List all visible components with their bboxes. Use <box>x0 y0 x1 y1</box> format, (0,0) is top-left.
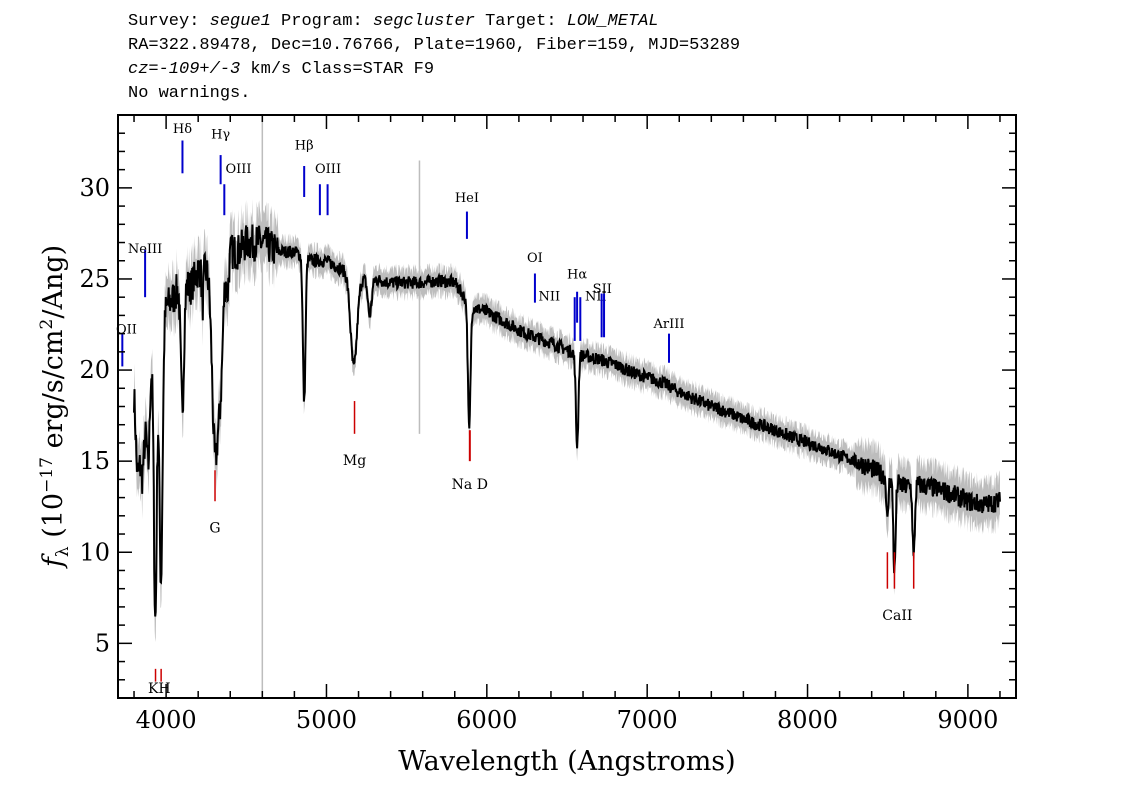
absorption-line-label: G <box>209 521 220 537</box>
class-text: km/s Class=STAR F9 <box>240 60 435 79</box>
emission-line-label: SII <box>593 282 612 297</box>
emission-line-label: Hα <box>567 268 587 283</box>
cz-label: cz= <box>128 60 159 79</box>
program-label: Program: <box>270 12 373 31</box>
emission-line-label: NII <box>539 289 561 304</box>
emission-line-label: OI <box>527 251 543 266</box>
y-label-exp2: 2 <box>37 319 57 330</box>
program-value: segcluster <box>372 12 475 31</box>
spectrum-header: Survey: segue1 Program: segcluster Targe… <box>128 10 1108 106</box>
ghost-lines <box>261 115 421 698</box>
emission-line-label: Hδ <box>173 122 192 137</box>
target-label: Target: <box>474 12 567 31</box>
x-tick-label: 9000 <box>937 706 998 734</box>
axis-labels: Wavelength (Angstroms) fλ (10−17 erg/s/c… <box>37 245 736 777</box>
x-tick-label: 6000 <box>456 706 517 734</box>
absorption-line-label: CaII <box>882 608 912 624</box>
y-tick-label: 5 <box>95 629 110 657</box>
survey-label: Survey: <box>128 12 210 31</box>
emission-line-label: HeI <box>455 191 479 206</box>
y-tick-label: 30 <box>79 174 110 202</box>
spectrum-line <box>133 224 1001 617</box>
y-label-pre: (10 <box>38 493 69 546</box>
y-label-exp: −17 <box>37 457 57 493</box>
y-label-lambda: λ <box>53 546 73 557</box>
target-value: LOW_METAL <box>566 12 659 31</box>
emission-line-label: Hβ <box>295 138 314 153</box>
header-line-redshift: cz=-109+/-3 km/s Class=STAR F9 <box>128 58 1108 82</box>
y-tick-label: 15 <box>79 447 110 475</box>
y-label-mid: erg/s/cm <box>38 329 69 457</box>
y-tick-label: 10 <box>79 538 110 566</box>
y-tick-label: 25 <box>79 265 110 293</box>
error-band-area <box>134 199 1000 642</box>
absorption-line-label: Na D <box>452 477 488 493</box>
emission-line-label: Hγ <box>211 127 230 142</box>
survey-value: segue1 <box>209 12 271 31</box>
y-tick-label: 20 <box>79 356 110 384</box>
cz-value: -109+/-3 <box>158 60 241 79</box>
y-label-f: f <box>38 553 69 569</box>
absorption-line-label: K <box>148 681 159 697</box>
y-axis-label: fλ (10−17 erg/s/cm2/Ang) <box>37 245 73 569</box>
x-tick-label: 7000 <box>617 706 678 734</box>
header-line-warnings: No warnings. <box>128 84 251 103</box>
x-tick-label: 8000 <box>777 706 838 734</box>
spectrum-series <box>133 224 1001 617</box>
axes: 4000 5000 6000 7000 8000 9000 5 10 15 20 25 30 <box>79 114 1017 734</box>
error-band <box>134 199 1000 642</box>
emission-line-label: OIII <box>315 162 341 177</box>
emission-line-label: ArIII <box>652 317 684 332</box>
absorption-line-label: Mg <box>343 453 366 469</box>
x-axis-label: Wavelength (Angstroms) <box>398 746 735 777</box>
absorption-line-label: H <box>158 681 170 697</box>
emission-line-label: NeIII <box>128 242 162 257</box>
emission-line-label: OII <box>116 322 137 337</box>
emission-line-label: OIII <box>225 162 251 177</box>
x-tick-label: 5000 <box>296 706 357 734</box>
header-line-survey: Survey: segue1 Program: segcluster Targe… <box>128 10 1108 34</box>
header-line-coordinates: RA=322.89478, Dec=10.76766, Plate=1960, … <box>128 36 741 55</box>
y-label-post: /Ang) <box>38 245 69 319</box>
x-tick-label: 4000 <box>136 706 197 734</box>
